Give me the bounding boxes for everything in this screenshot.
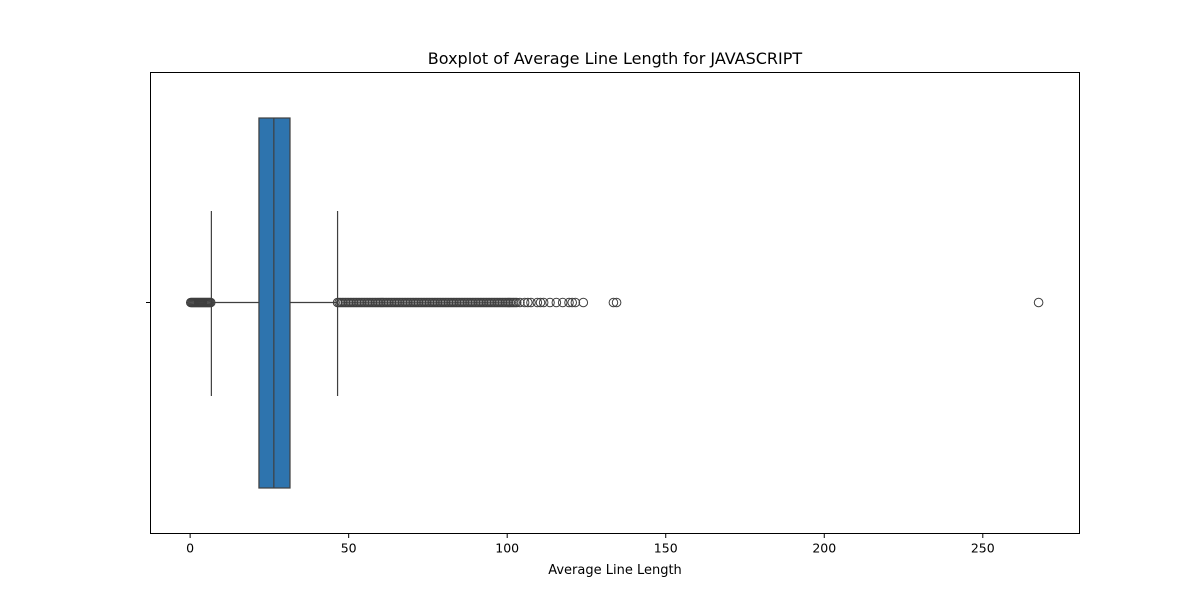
outlier-point-high: [535, 297, 546, 308]
outlier-point-high: [519, 297, 530, 308]
x-axis-ticks: 0 50 100 150 200 250: [186, 533, 995, 556]
outlier-point-high: [538, 297, 549, 308]
outlier-point-high: [557, 297, 568, 308]
outlier-point-high: [532, 297, 543, 308]
outlier-point-high: [515, 297, 525, 308]
x-tick-label: 250: [971, 541, 995, 556]
x-tick-label: 150: [654, 541, 678, 556]
x-axis-label: Average Line Length: [548, 563, 682, 578]
outlier-point-high: [564, 297, 574, 308]
outlier-point-high: [526, 297, 536, 308]
outlier-point-high: [1033, 297, 1044, 308]
x-tick-label: 50: [341, 541, 357, 556]
outlier-point-high: [551, 297, 562, 308]
box-group: [210, 117, 339, 489]
outlier-point-high: [608, 297, 619, 308]
outlier-point-high: [511, 297, 522, 308]
outlier-point-high: [570, 297, 581, 308]
outliers-group: [185, 297, 1044, 308]
outlier-point-high: [567, 297, 577, 308]
x-tick-label: 100: [495, 541, 519, 556]
outlier-point-high: [611, 297, 622, 308]
box-iqr: [258, 117, 291, 489]
x-tick-label: 200: [812, 541, 836, 556]
x-tick-label: 0: [186, 541, 194, 556]
outlier-point-high: [578, 297, 589, 308]
outlier-point-high: [523, 297, 533, 308]
outlier-point-high: [545, 297, 555, 308]
chart-title: Boxplot of Average Line Length for JAVAS…: [428, 49, 803, 68]
